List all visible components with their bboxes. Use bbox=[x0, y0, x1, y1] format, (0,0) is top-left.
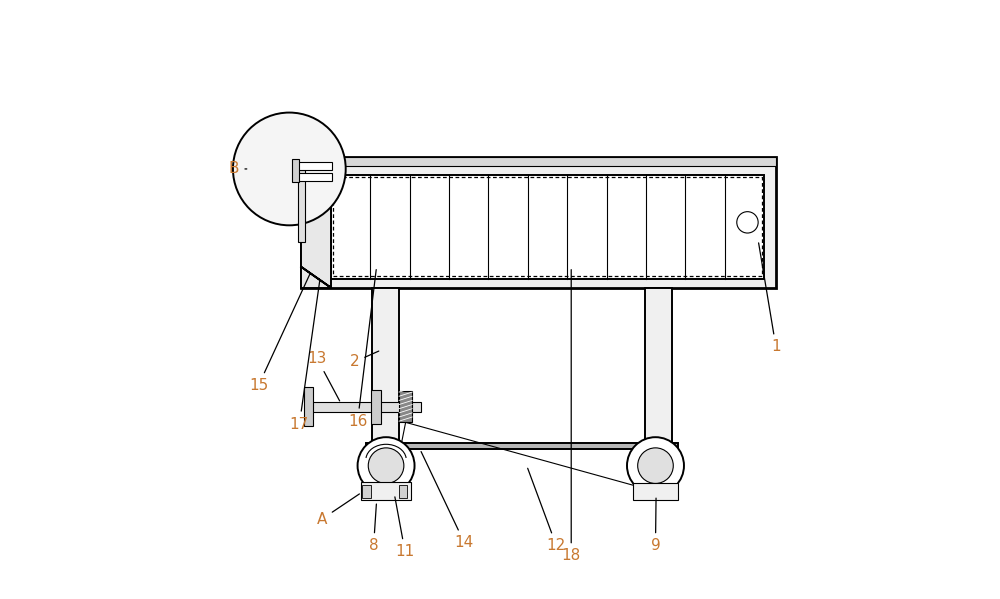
Polygon shape bbox=[301, 267, 331, 288]
Circle shape bbox=[368, 448, 404, 483]
Text: 8: 8 bbox=[369, 504, 378, 553]
Text: 17: 17 bbox=[290, 280, 320, 432]
Bar bbox=[301, 157, 331, 288]
Bar bbox=[304, 388, 313, 426]
Bar bbox=[399, 485, 407, 498]
Bar bbox=[296, 173, 332, 181]
Bar bbox=[645, 288, 672, 454]
Circle shape bbox=[358, 437, 415, 494]
Text: 11: 11 bbox=[395, 497, 415, 559]
Bar bbox=[298, 170, 305, 242]
Bar bbox=[361, 482, 411, 500]
Bar bbox=[305, 401, 421, 412]
Circle shape bbox=[638, 448, 673, 483]
Bar bbox=[366, 443, 678, 449]
Bar bbox=[296, 162, 332, 170]
Text: 16: 16 bbox=[348, 270, 376, 429]
Text: 12: 12 bbox=[528, 468, 566, 553]
Bar bbox=[633, 483, 678, 500]
Circle shape bbox=[627, 437, 684, 494]
Bar bbox=[331, 175, 764, 279]
Bar bbox=[399, 392, 412, 422]
Text: B: B bbox=[229, 162, 247, 177]
Bar bbox=[333, 177, 762, 276]
Text: A: A bbox=[317, 494, 359, 527]
Bar bbox=[371, 390, 381, 424]
Bar bbox=[301, 157, 776, 166]
Text: 13: 13 bbox=[308, 352, 340, 401]
Text: 15: 15 bbox=[249, 274, 310, 393]
Circle shape bbox=[233, 113, 346, 225]
Bar bbox=[301, 157, 776, 288]
Bar bbox=[292, 159, 299, 182]
Text: 9: 9 bbox=[651, 498, 660, 553]
Bar bbox=[362, 485, 371, 498]
Text: 18: 18 bbox=[562, 270, 581, 564]
Text: 1: 1 bbox=[759, 243, 781, 355]
Bar bbox=[372, 288, 399, 454]
Text: 2: 2 bbox=[350, 351, 379, 370]
Circle shape bbox=[737, 211, 758, 233]
Text: 14: 14 bbox=[421, 452, 474, 550]
